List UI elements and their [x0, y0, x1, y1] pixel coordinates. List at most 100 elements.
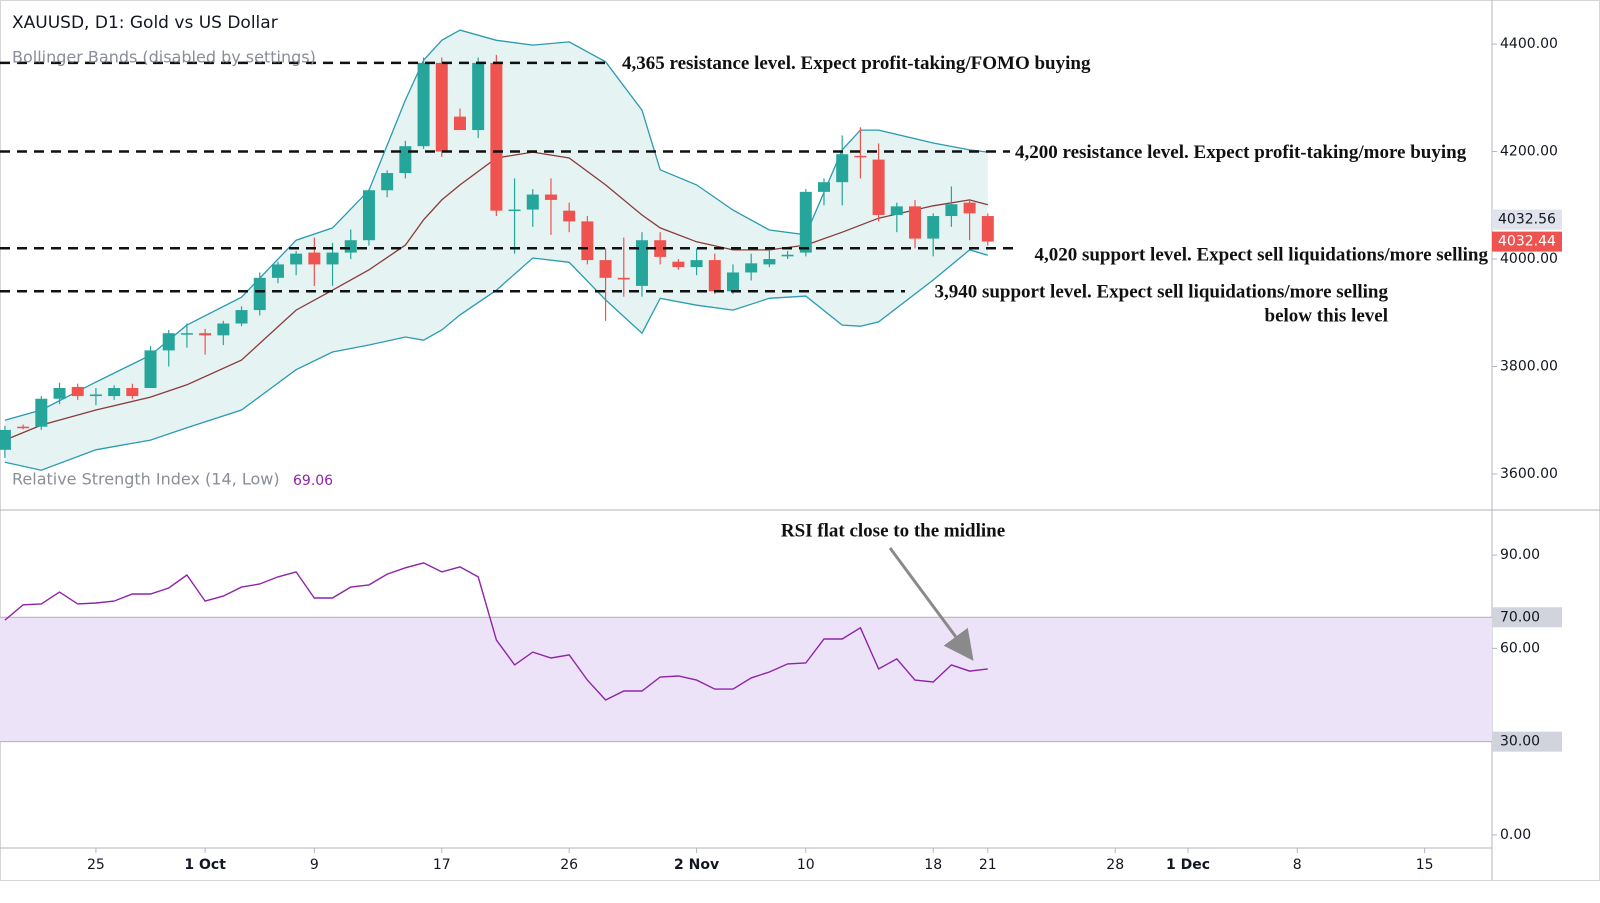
candle-body [17, 426, 30, 429]
candle-body [526, 194, 539, 210]
rsi-title: Relative Strength Index (14, Low) [12, 470, 280, 489]
candle-body [162, 333, 175, 351]
candle-body [690, 260, 703, 268]
candle-body [909, 206, 922, 239]
rsi-annotation: RSI flat close to the midline [781, 520, 1005, 541]
level-label: 4,020 support level. Expect sell liquida… [1034, 245, 1488, 266]
candle-body [981, 216, 994, 242]
price-tag-label: 4032.56 [1498, 212, 1556, 228]
chart-title: XAUUSD, D1: Gold vs US Dollar [12, 13, 278, 33]
candle-body [308, 252, 321, 265]
candle-body [945, 204, 958, 217]
candle-body [326, 252, 339, 265]
candle-body [108, 388, 121, 397]
x-tick-label: 17 [433, 857, 451, 873]
candle-body [799, 191, 812, 253]
candle-body [126, 388, 139, 397]
candle-body [435, 62, 448, 152]
candle-body [144, 350, 157, 389]
candle-body [599, 260, 612, 278]
band-lower [4, 249, 988, 471]
candle-body [490, 62, 503, 211]
candle-body [927, 216, 940, 239]
candle-body [745, 263, 758, 273]
x-tick-label: 26 [560, 857, 578, 873]
candle-body [71, 386, 84, 397]
rsi-value: 69.06 [293, 473, 333, 489]
y-tick-label: 4000.00 [1500, 251, 1558, 267]
candle-body [635, 240, 648, 286]
candle-body [563, 210, 576, 222]
y-tick-label: 3600.00 [1500, 466, 1558, 482]
candle-body [199, 333, 212, 336]
y-tick-label: 4400.00 [1500, 36, 1558, 52]
x-tick-label: 25 [87, 857, 105, 873]
candle-body [672, 261, 685, 268]
candle-body [654, 240, 667, 257]
level-label: 4,200 resistance level. Expect profit-ta… [1015, 142, 1467, 163]
frame [0, 0, 1600, 881]
candle-body [290, 253, 303, 265]
candle-body [581, 221, 594, 261]
candle-body [0, 429, 11, 450]
candle-body [271, 264, 284, 278]
candle-body [180, 333, 193, 335]
candle-body [217, 323, 230, 336]
y-tick-label: 90.00 [1500, 547, 1540, 563]
last-price-label: 4032.44 [1498, 234, 1556, 250]
candle-body [763, 259, 776, 265]
candle-body [817, 182, 830, 192]
candle-body [253, 277, 266, 311]
candle-body [381, 173, 394, 191]
x-tick-label: 1 Dec [1166, 857, 1210, 873]
x-tick-label: 8 [1293, 857, 1302, 873]
price-tag [1492, 209, 1562, 230]
y-tick-label: 30.00 [1500, 734, 1540, 750]
x-tick-label: 21 [979, 857, 997, 873]
candle-body [836, 154, 849, 183]
annotation-arrow [888, 547, 974, 661]
candle-body [235, 310, 248, 324]
candle-body [963, 202, 976, 214]
candle-body [508, 209, 521, 212]
candle-body [362, 190, 375, 241]
candle-body [417, 62, 430, 147]
candle-body [708, 260, 721, 292]
x-tick-label: 2 Nov [674, 857, 719, 873]
level-label: 4,365 resistance level. Expect profit-ta… [622, 53, 1091, 74]
y-tick-label: 4200.00 [1500, 144, 1558, 160]
candle-body [89, 394, 102, 397]
y-tick-label: 70.00 [1500, 609, 1540, 625]
x-tick-label: 10 [797, 857, 815, 873]
rsi-band [0, 617, 1492, 742]
candle-body [854, 155, 867, 158]
x-tick-label: 18 [924, 857, 942, 873]
y-tick-label: 3800.00 [1500, 359, 1558, 375]
band-fill [4, 30, 988, 471]
x-tick-label: 15 [1416, 857, 1434, 873]
y-tick-label: 0.00 [1500, 827, 1531, 843]
y-tick-label: 60.00 [1500, 640, 1540, 656]
rsi-line [4, 562, 988, 701]
candle-body [726, 272, 739, 292]
candle-body [472, 62, 485, 131]
candle-body [781, 254, 794, 257]
candle-body [872, 159, 885, 215]
plot: 4,365 resistance level. Expect profit-ta… [0, 29, 1562, 873]
band-upper [4, 29, 988, 421]
candle-body [617, 277, 630, 280]
x-tick-label: 28 [1106, 857, 1124, 873]
level-label: 3,940 support level. Expect sell liquida… [934, 282, 1388, 303]
candle-body [890, 206, 903, 215]
x-tick-label: 1 Oct [184, 857, 226, 873]
indicator-label: Bollinger Bands (disabled by settings) [12, 48, 316, 67]
candle-body [344, 240, 357, 253]
candle-body [453, 116, 466, 131]
candle-body [35, 398, 48, 427]
candle-body [53, 388, 66, 399]
level-label: below this level [1265, 306, 1389, 327]
y-tick-box [1492, 607, 1562, 628]
last-price-tag [1492, 231, 1562, 252]
y-tick-box [1492, 731, 1562, 752]
